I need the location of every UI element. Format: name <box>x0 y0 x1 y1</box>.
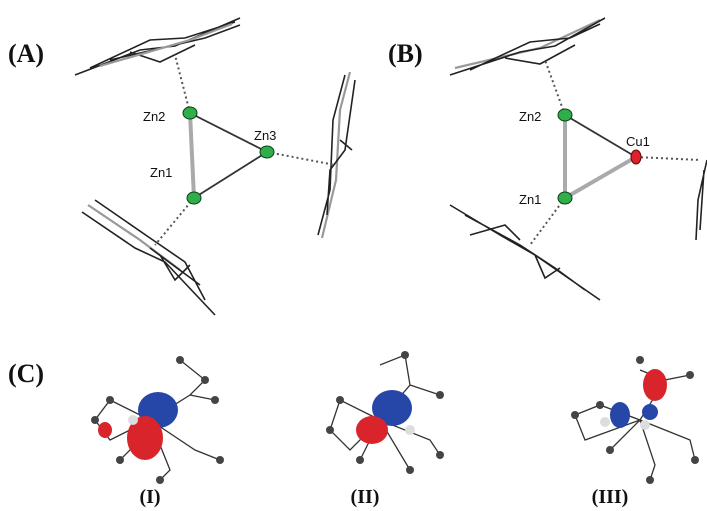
atom <box>260 146 274 158</box>
atom <box>183 107 197 119</box>
lobe <box>98 422 112 438</box>
figure: (A) Zn2 Zn3 Zn1 (B) <box>0 0 707 511</box>
atom-label: Zn2 <box>519 109 541 124</box>
orbital-model: (II) <box>326 351 444 508</box>
panel-a: (A) Zn2 Zn3 Zn1 <box>8 18 355 315</box>
orbital-model: (III) <box>571 356 699 508</box>
ligand-right <box>696 160 707 240</box>
atom <box>558 192 572 204</box>
atom-label: Zn1 <box>150 165 172 180</box>
atom-label: Cu1 <box>626 134 650 149</box>
atom <box>187 192 201 204</box>
panel-label: (A) <box>8 39 44 68</box>
ligand-top <box>450 18 605 75</box>
lobe <box>610 402 630 428</box>
panel-b: (B) Zn2 Cu1 Zn1 <box>388 18 707 300</box>
lobe <box>643 369 667 401</box>
panel-label: (C) <box>8 359 44 388</box>
atom-label: Zn1 <box>519 192 541 207</box>
lobe <box>356 416 388 444</box>
panel-label: (B) <box>388 39 423 68</box>
orbital-label: (II) <box>351 486 380 508</box>
atom <box>631 150 641 164</box>
ligand-top <box>75 18 240 75</box>
lobe <box>642 404 658 420</box>
ligand-right <box>318 72 355 238</box>
orbital-label: (III) <box>592 486 629 508</box>
atom <box>558 109 572 121</box>
orbital-model: (I) <box>91 356 224 508</box>
orbital-label: (I) <box>139 486 160 508</box>
ligand-bottom <box>450 205 600 300</box>
ligand-bottom <box>82 200 215 315</box>
panel-c: (C) (I) (II) <box>8 351 699 508</box>
atom-label: Zn3 <box>254 128 276 143</box>
atom-label: Zn2 <box>143 109 165 124</box>
